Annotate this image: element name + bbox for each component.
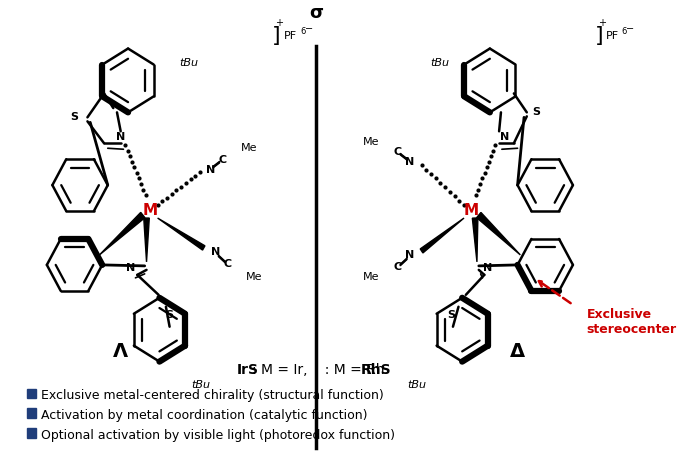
Text: Optional activation by visible light (photoredox function): Optional activation by visible light (ph… — [41, 429, 395, 442]
Text: : M = Rh: : M = Rh — [316, 363, 385, 376]
Text: RhS: RhS — [361, 363, 391, 376]
Text: N: N — [126, 263, 136, 273]
Polygon shape — [420, 218, 464, 253]
Text: −: − — [306, 24, 314, 33]
Text: Exclusive metal-centered chirality (structural function): Exclusive metal-centered chirality (stru… — [41, 389, 384, 402]
Text: N: N — [405, 157, 414, 167]
Text: +: + — [599, 17, 606, 27]
Text: Activation by metal coordination (catalytic function): Activation by metal coordination (cataly… — [41, 409, 368, 422]
Text: Me: Me — [246, 272, 263, 282]
Text: tBu: tBu — [407, 380, 426, 389]
Text: 6: 6 — [301, 27, 306, 36]
Text: tBu: tBu — [192, 380, 211, 389]
Polygon shape — [99, 213, 145, 255]
Text: −: − — [625, 24, 634, 33]
Text: ]: ] — [271, 26, 280, 46]
FancyBboxPatch shape — [27, 428, 36, 438]
Polygon shape — [477, 213, 521, 255]
Text: S: S — [532, 107, 540, 117]
Text: 6: 6 — [621, 27, 626, 36]
Text: N: N — [405, 250, 414, 260]
Text: : M = Ir,: : M = Ir, — [252, 363, 316, 376]
Text: Me: Me — [362, 137, 379, 147]
Polygon shape — [473, 218, 478, 262]
Polygon shape — [158, 218, 205, 250]
Text: N: N — [500, 132, 509, 142]
Text: N: N — [116, 132, 125, 142]
Text: +: + — [275, 17, 284, 27]
Text: N: N — [206, 165, 215, 175]
Text: tBu: tBu — [430, 58, 449, 67]
Text: C: C — [224, 259, 232, 269]
Text: Me: Me — [362, 272, 379, 282]
Text: σ: σ — [310, 4, 323, 22]
Text: PF: PF — [284, 31, 297, 41]
Text: S: S — [447, 310, 455, 320]
Text: S: S — [166, 310, 173, 320]
Text: N: N — [484, 263, 493, 273]
Text: Δ: Δ — [510, 342, 525, 361]
Text: Λ: Λ — [113, 342, 128, 361]
Text: IrS: IrS — [237, 363, 259, 376]
Text: ]: ] — [595, 26, 603, 46]
FancyBboxPatch shape — [27, 388, 36, 398]
Text: N: N — [211, 247, 221, 257]
Text: S: S — [71, 112, 78, 122]
Text: tBu: tBu — [179, 58, 198, 67]
Text: Exclusive
stereocenter: Exclusive stereocenter — [587, 308, 677, 336]
Text: Me: Me — [240, 143, 257, 153]
Text: M: M — [142, 202, 158, 218]
Polygon shape — [144, 218, 149, 262]
Text: C: C — [218, 155, 226, 165]
Text: C: C — [393, 262, 401, 272]
FancyBboxPatch shape — [27, 409, 36, 419]
Text: M: M — [464, 202, 479, 218]
Text: PF: PF — [606, 31, 619, 41]
Text: C: C — [393, 147, 401, 157]
